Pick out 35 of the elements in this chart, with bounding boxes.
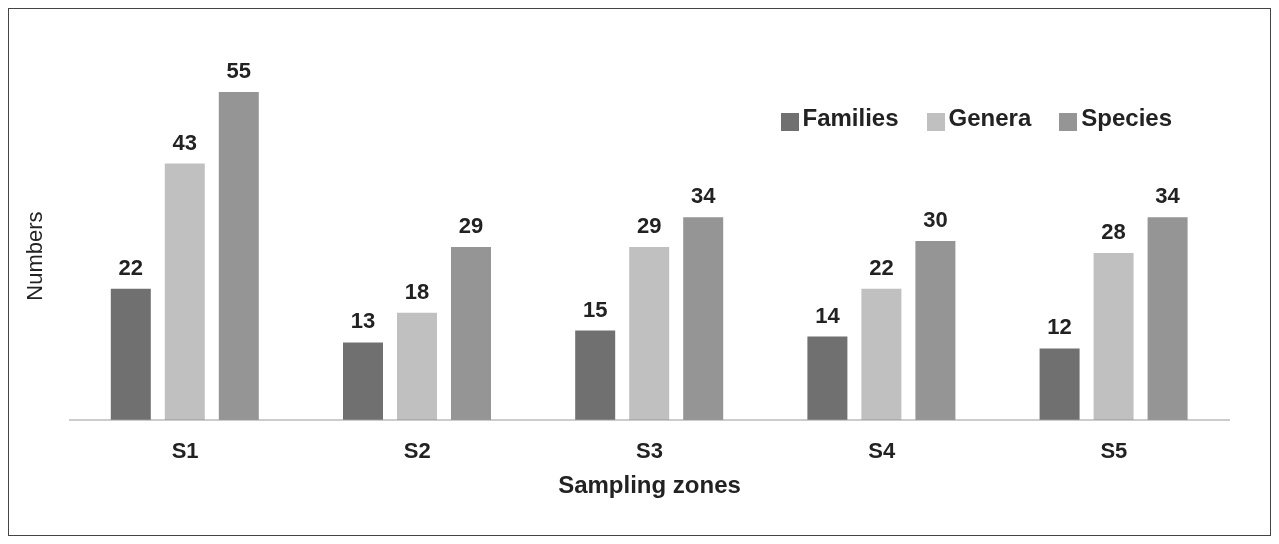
- y-axis-title: Numbers: [21, 211, 47, 301]
- legend-label: Families: [802, 104, 899, 131]
- data-label: 55: [226, 58, 252, 83]
- legend-label: Species: [1081, 104, 1172, 131]
- bar: [164, 163, 205, 420]
- data-label: 34: [690, 183, 717, 209]
- data-label: 13: [350, 308, 376, 334]
- bar: [1093, 253, 1134, 420]
- x-axis-title: Sampling zones: [558, 471, 741, 498]
- data-label: 29: [458, 213, 484, 239]
- data-label: 12: [1047, 314, 1072, 340]
- x-tick-label: S2: [403, 437, 431, 463]
- legend-label: Genera: [948, 104, 1032, 131]
- data-label: 43: [172, 129, 198, 155]
- x-tick-label: S1: [171, 437, 199, 463]
- data-label: 34: [1155, 183, 1181, 209]
- data-label: 15: [582, 296, 608, 322]
- data-label: 14: [815, 302, 841, 328]
- bar: [1039, 348, 1080, 420]
- data-label: 22: [118, 254, 144, 280]
- bar: [629, 247, 670, 420]
- data-label: 30: [923, 207, 948, 233]
- x-tick-label: S4: [868, 437, 896, 463]
- data-label: 29: [636, 213, 662, 239]
- data-label: 18: [404, 278, 430, 304]
- bar: [397, 312, 437, 420]
- bar: [861, 288, 902, 420]
- bar: [807, 336, 848, 420]
- data-label: 22: [869, 254, 894, 280]
- data-label: 28: [1101, 219, 1126, 245]
- x-tick-label: S5: [1100, 437, 1128, 463]
- bar: [343, 342, 383, 420]
- bar: [575, 330, 616, 420]
- bar: [110, 288, 151, 420]
- x-tick-label: S3: [636, 437, 663, 463]
